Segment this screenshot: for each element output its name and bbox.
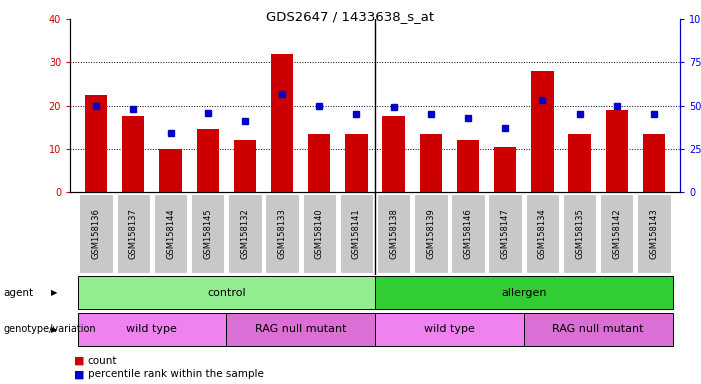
FancyBboxPatch shape (266, 194, 299, 273)
Text: GDS2647 / 1433638_s_at: GDS2647 / 1433638_s_at (266, 10, 435, 23)
Bar (308, 134, 330, 192)
Bar (531, 71, 554, 192)
Text: GSM158137: GSM158137 (129, 208, 138, 259)
FancyBboxPatch shape (377, 194, 410, 273)
Text: GSM158144: GSM158144 (166, 208, 175, 258)
FancyBboxPatch shape (303, 194, 336, 273)
Bar (271, 54, 293, 192)
FancyBboxPatch shape (154, 194, 187, 273)
Text: GSM158140: GSM158140 (315, 208, 324, 258)
Bar (383, 116, 404, 192)
Bar (494, 147, 517, 192)
FancyBboxPatch shape (116, 194, 150, 273)
FancyBboxPatch shape (226, 313, 375, 346)
Text: RAG null mutant: RAG null mutant (255, 324, 346, 334)
FancyBboxPatch shape (563, 194, 597, 273)
Text: GSM158136: GSM158136 (92, 208, 101, 259)
FancyBboxPatch shape (637, 194, 671, 273)
Text: wild type: wild type (424, 324, 475, 334)
FancyBboxPatch shape (451, 194, 484, 273)
Bar (196, 129, 219, 192)
Text: GSM158143: GSM158143 (649, 208, 658, 259)
Bar (569, 134, 591, 192)
Text: agent: agent (4, 288, 34, 298)
FancyBboxPatch shape (375, 276, 672, 309)
Text: percentile rank within the sample: percentile rank within the sample (88, 369, 264, 379)
Bar (606, 110, 628, 192)
Text: GSM158138: GSM158138 (389, 208, 398, 259)
Text: RAG null mutant: RAG null mutant (552, 324, 644, 334)
FancyBboxPatch shape (191, 194, 224, 273)
FancyBboxPatch shape (78, 276, 375, 309)
Text: GSM158142: GSM158142 (612, 208, 621, 258)
FancyBboxPatch shape (524, 313, 672, 346)
Text: ■: ■ (74, 356, 84, 366)
FancyBboxPatch shape (340, 194, 373, 273)
Text: ▶: ▶ (50, 288, 57, 297)
Text: GSM158141: GSM158141 (352, 208, 361, 258)
Text: GSM158133: GSM158133 (278, 208, 287, 259)
FancyBboxPatch shape (414, 194, 447, 273)
Bar (85, 95, 107, 192)
Text: GSM158145: GSM158145 (203, 208, 212, 258)
Bar (643, 134, 665, 192)
Text: wild type: wild type (126, 324, 177, 334)
Text: allergen: allergen (501, 288, 547, 298)
Bar (346, 134, 367, 192)
Text: GSM158134: GSM158134 (538, 208, 547, 259)
Bar (457, 140, 479, 192)
Bar (420, 134, 442, 192)
FancyBboxPatch shape (600, 194, 634, 273)
FancyBboxPatch shape (79, 194, 113, 273)
Bar (233, 140, 256, 192)
Text: genotype/variation: genotype/variation (4, 324, 96, 334)
FancyBboxPatch shape (375, 313, 524, 346)
Text: count: count (88, 356, 117, 366)
FancyBboxPatch shape (78, 313, 226, 346)
Text: GSM158146: GSM158146 (463, 208, 472, 259)
FancyBboxPatch shape (489, 194, 522, 273)
Bar (122, 116, 144, 192)
Text: GSM158132: GSM158132 (240, 208, 250, 259)
Text: ■: ■ (74, 369, 84, 379)
Text: GSM158135: GSM158135 (575, 208, 584, 259)
Text: control: control (207, 288, 245, 298)
FancyBboxPatch shape (526, 194, 559, 273)
Text: GSM158147: GSM158147 (501, 208, 510, 259)
Text: ▶: ▶ (50, 325, 57, 334)
Text: GSM158139: GSM158139 (426, 208, 435, 259)
Bar (159, 149, 182, 192)
FancyBboxPatch shape (228, 194, 261, 273)
